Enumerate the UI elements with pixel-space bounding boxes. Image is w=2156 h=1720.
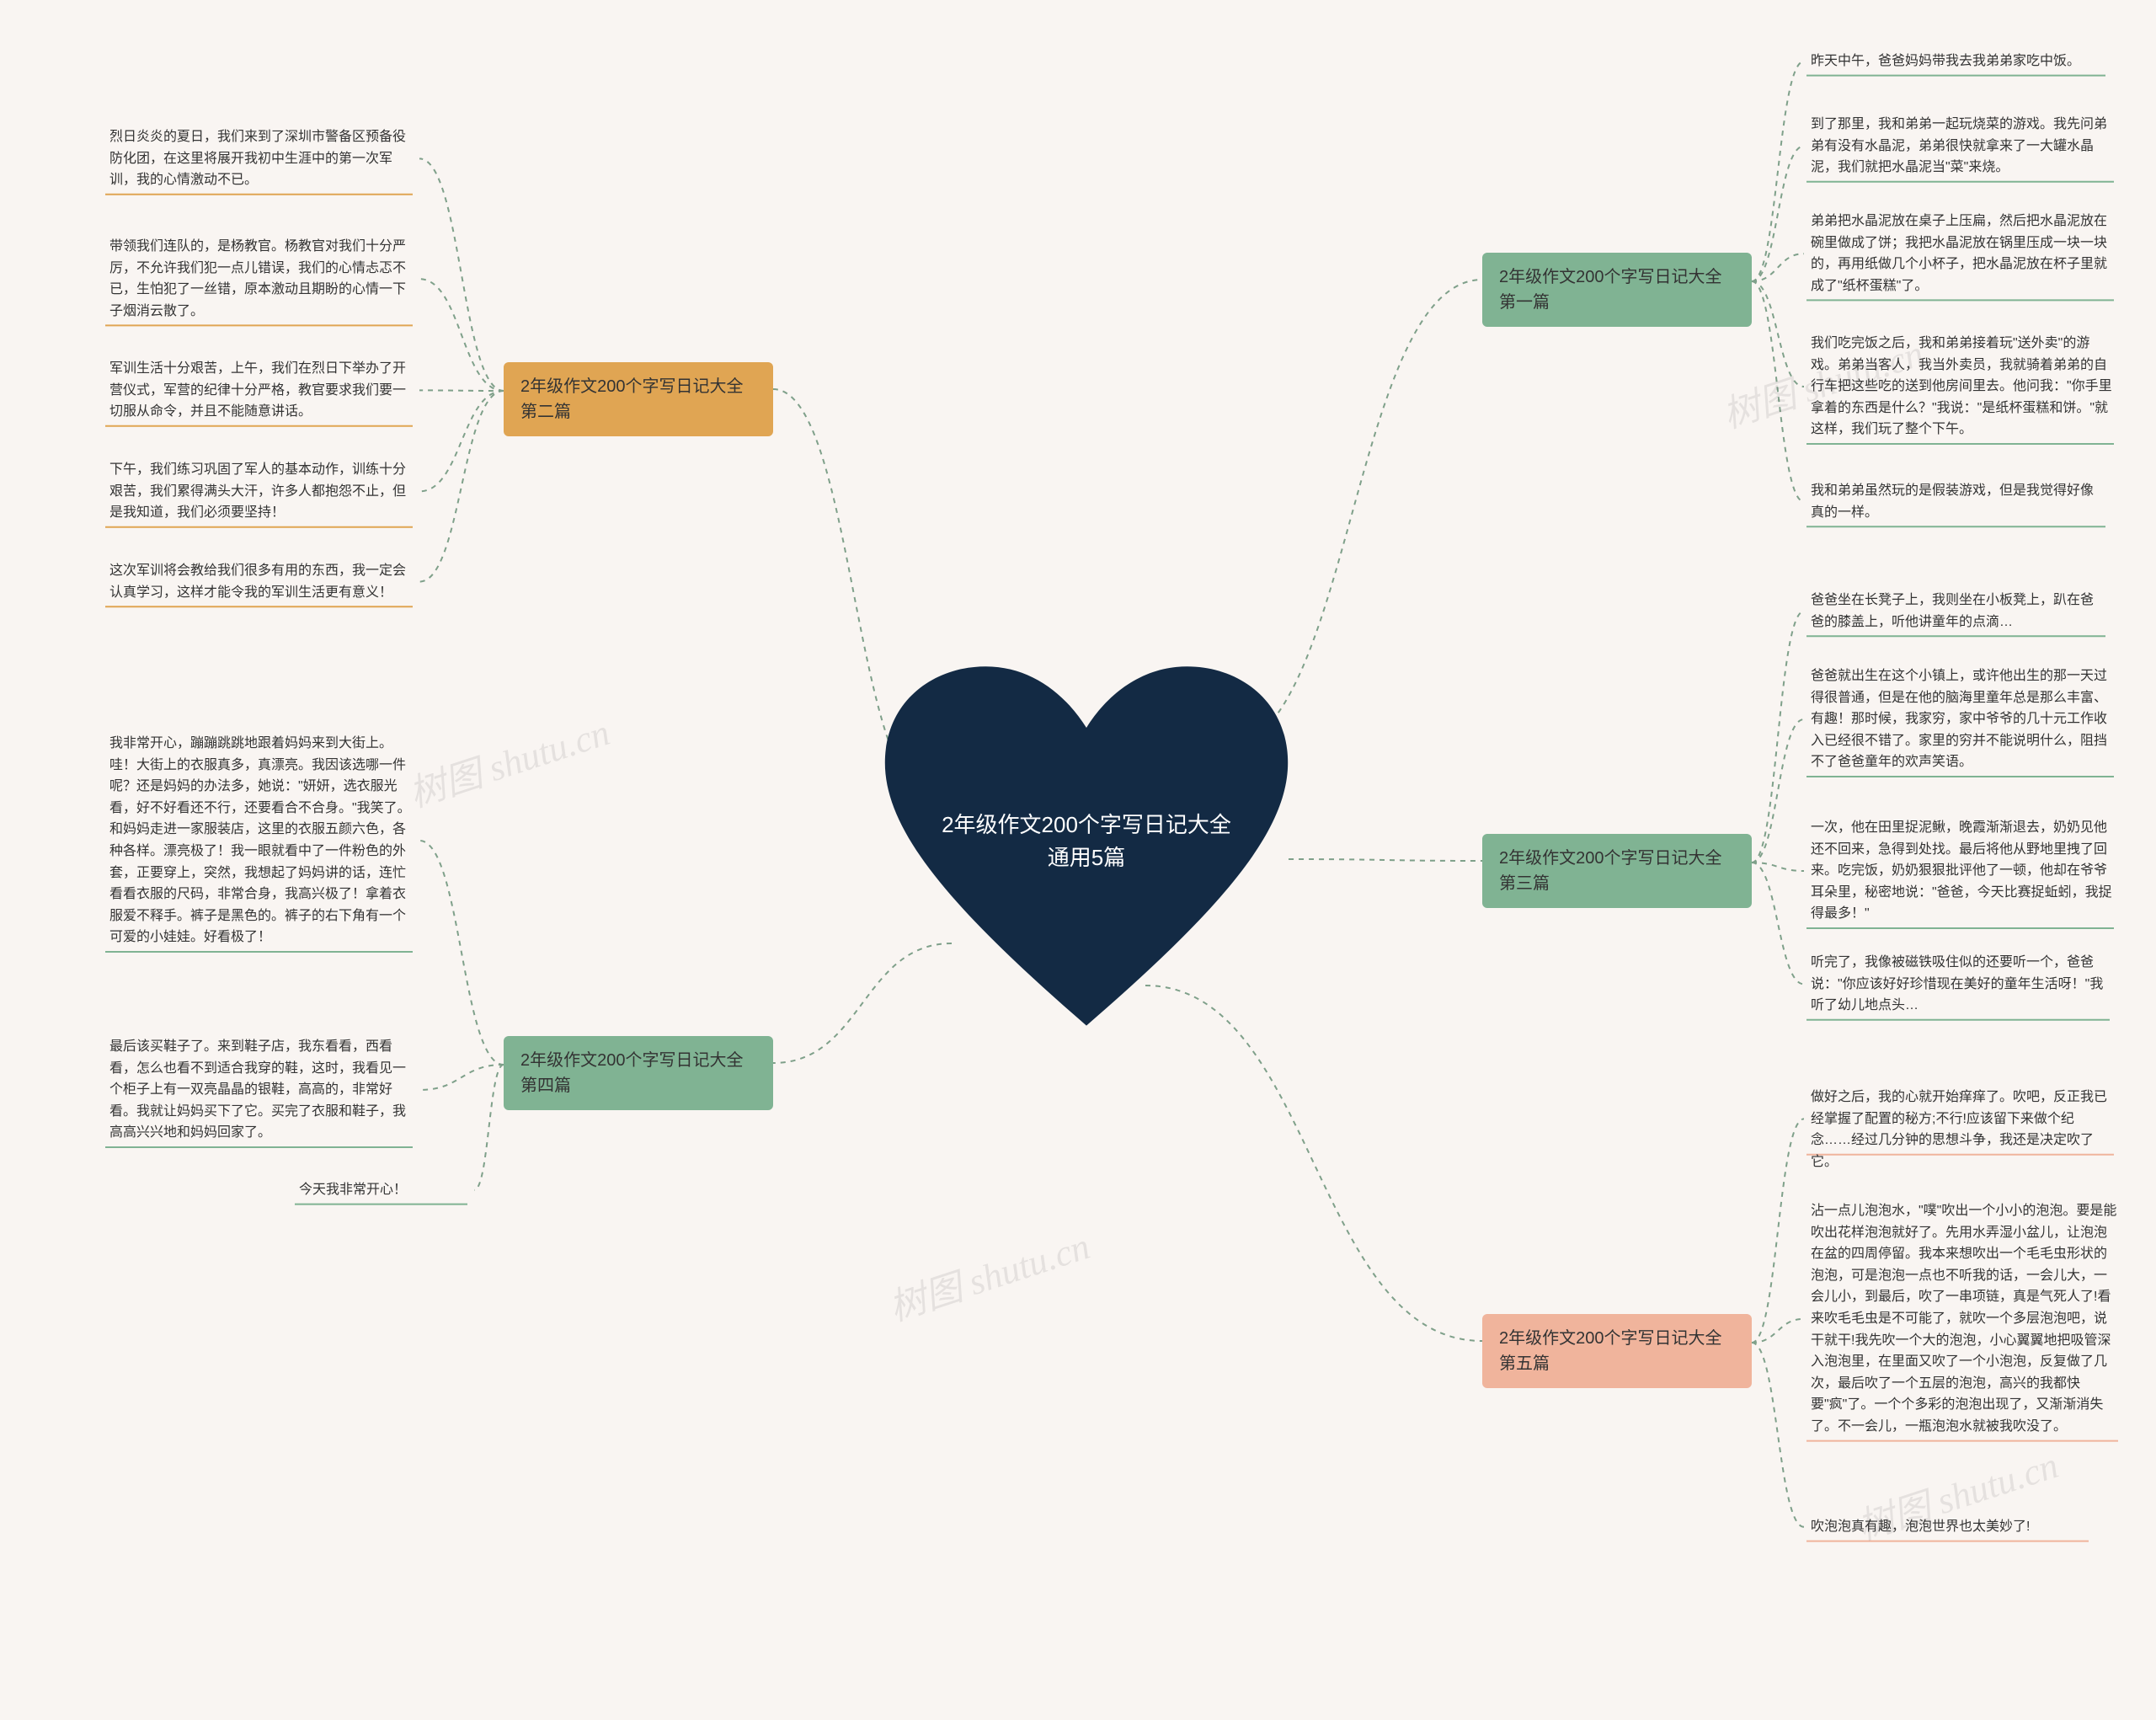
branch-b5[interactable]: 2年级作文200个字写日记大全 第五篇 [1482,1314,1752,1388]
leaf-b3-3: 听完了，我像被磁铁吸住似的还要听一个，爸爸说："你应该好好珍惜现在美好的童年生活… [1811,952,2110,1017]
leaf-b2-3: 下午，我们练习巩固了军人的基本动作，训练十分艰苦，我们累得满头大汗，许多人都抱怨… [109,459,413,524]
leaf-b4-1: 最后该买鞋子了。来到鞋子店，我东看看，西看看，怎么也看不到适合我穿的鞋，这时，我… [109,1036,413,1144]
leaf-b1-1: 到了那里，我和弟弟一起玩烧菜的游戏。我先问弟弟有没有水晶泥，弟弟很快就拿来了一大… [1811,114,2114,179]
leaf-b5-0: 做好之后，我的心就开始痒痒了。吹吧，反正我已经掌握了配置的秘方;不行!应该留下来… [1811,1087,2114,1172]
leaf-b2-4: 这次军训将会教给我们很多有用的东西，我一定会认真学习，这样才能令我的军训生活更有… [109,560,413,603]
leaf-b5-2: 吹泡泡真有趣，泡泡世界也太美妙了! [1811,1516,2030,1538]
leaf-b1-2: 弟弟把水晶泥放在桌子上压扁，然后把水晶泥放在碗里做成了饼；我把水晶泥放在锅里压成… [1811,211,2114,296]
leaf-b4-2: 今天我非常开心！ [299,1179,407,1201]
leaf-b3-2: 一次，他在田里捉泥鳅，晚霞渐渐退去，奶奶见他还不回来，急得到处找。最后将他从野地… [1811,817,2114,925]
leaf-b2-0: 烈日炎炎的夏日，我们来到了深圳市警备区预备役防化团，在这里将展开我初中生涯中的第… [109,126,413,191]
watermark-1: 树图 shutu.cn [881,1215,1096,1331]
leaf-b3-1: 爸爸就出生在这个小镇上，或许他出生的那一天过得很普通，但是在他的脑海里童年总是那… [1811,665,2114,773]
leaf-b1-0: 昨天中午，爸爸妈妈带我去我弟弟家吃中饭。 [1811,51,2080,72]
branch-b4[interactable]: 2年级作文200个字写日记大全 第四篇 [504,1036,773,1110]
center-node[interactable]: 2年级作文200个字写日记大全通用5篇 [867,640,1305,1078]
branch-b3[interactable]: 2年级作文200个字写日记大全 第三篇 [1482,834,1752,908]
leaf-b1-3: 我们吃完饭之后，我和弟弟接着玩"送外卖"的游戏。弟弟当客人，我当外卖员，我就骑着… [1811,333,2114,441]
leaf-b1-4: 我和弟弟虽然玩的是假装游戏，但是我觉得好像真的一样。 [1811,480,2105,523]
center-title: 2年级作文200个字写日记大全通用5篇 [935,809,1238,874]
leaf-b2-2: 军训生活十分艰苦，上午，我们在烈日下举办了开营仪式，军营的纪律十分严格，教官要求… [109,358,413,423]
leaf-b2-1: 带领我们连队的，是杨教官。杨教官对我们十分严厉，不允许我们犯一点儿错误，我们的心… [109,236,413,322]
leaf-b5-1: 沾一点儿泡泡水，"噗"吹出一个小小的泡泡。要是能吹出花样泡泡就好了。先用水弄湿小… [1811,1200,2118,1438]
branch-b2[interactable]: 2年级作文200个字写日记大全 第二篇 [504,362,773,436]
leaf-b4-0: 我非常开心，蹦蹦跳跳地跟着妈妈来到大街上。哇！大街上的衣服真多，真漂亮。我因该选… [109,733,413,948]
watermark-0: 树图 shutu.cn [401,702,616,817]
leaf-b3-0: 爸爸坐在长凳子上，我则坐在小板凳上，趴在爸爸的膝盖上，听他讲童年的点滴… [1811,590,2105,633]
branch-b1[interactable]: 2年级作文200个字写日记大全 第一篇 [1482,253,1752,327]
